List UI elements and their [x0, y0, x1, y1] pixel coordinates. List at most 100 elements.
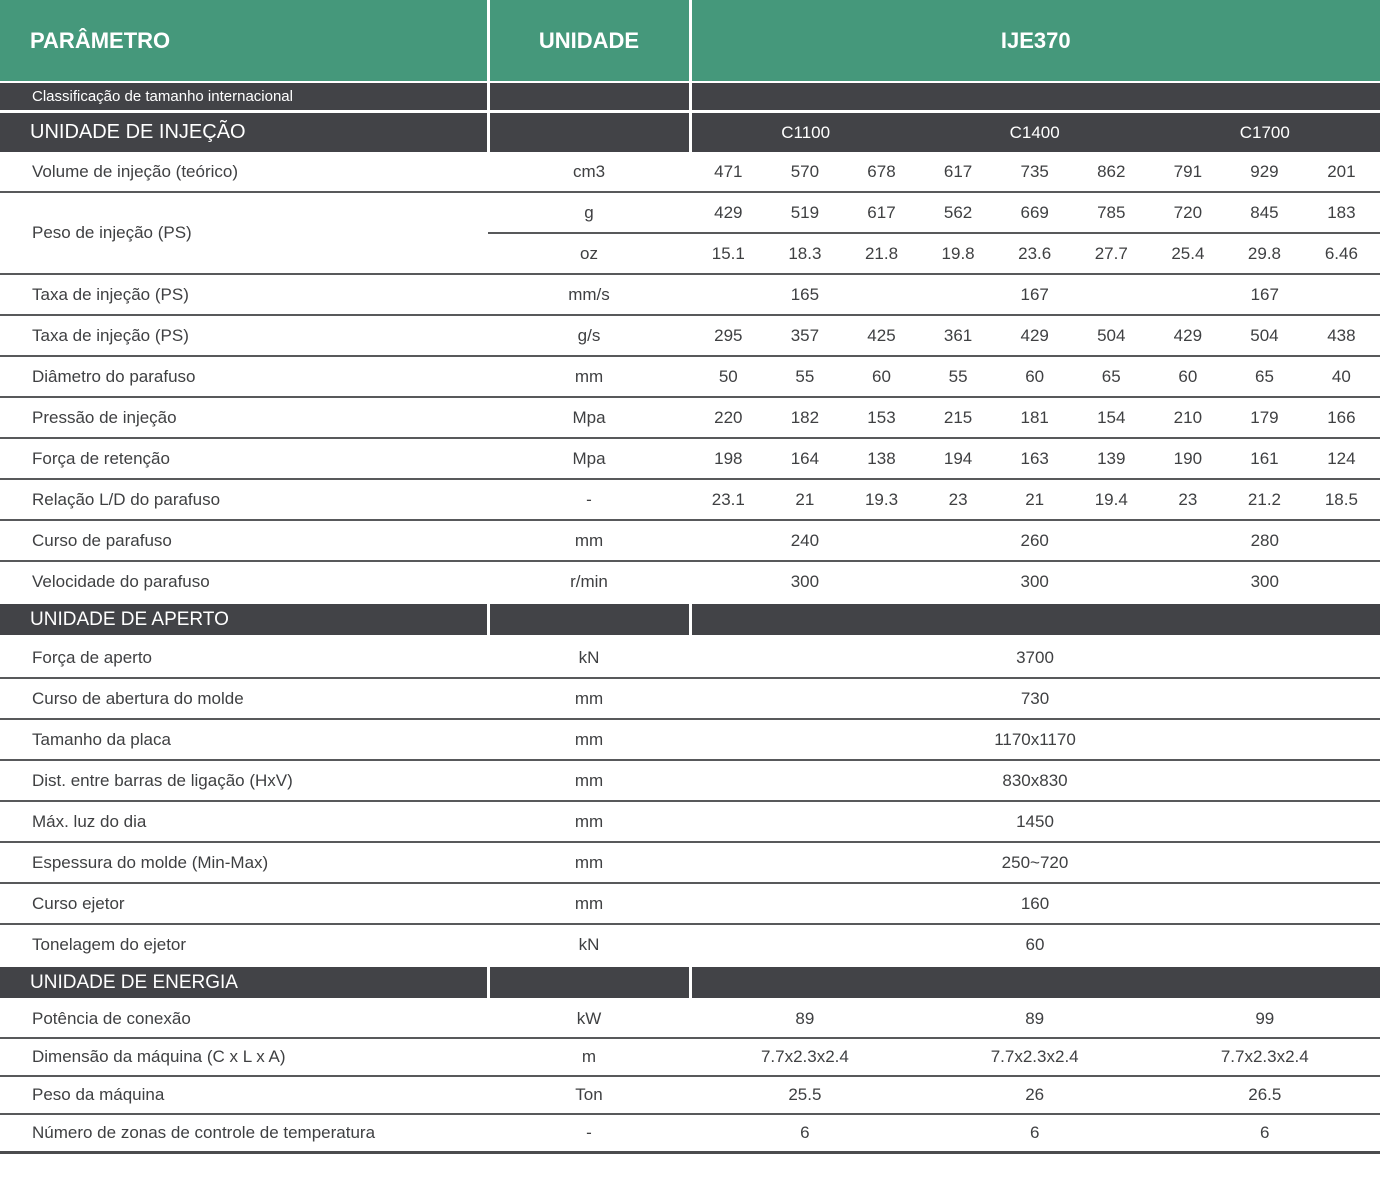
value-cell: 23 — [1149, 479, 1227, 521]
table-row: Força de aperto kN 3700 — [0, 636, 1380, 679]
table-row: Curso de parafuso mm 240 260 280 — [0, 520, 1380, 562]
value-cell: 138 — [843, 438, 920, 480]
value-cell: 570 — [766, 152, 844, 193]
value-cell: 21 — [996, 479, 1073, 521]
section-label: UNIDADE DE INJEÇÃO — [0, 111, 490, 152]
value-cell-group: 300 — [919, 561, 1150, 603]
unit-cell: mm — [488, 356, 690, 398]
value-cell: 18.5 — [1302, 479, 1380, 521]
value-cell: 438 — [1302, 315, 1380, 357]
value-cell: 471 — [690, 152, 767, 193]
section-values-cell — [690, 964, 1380, 1001]
value-cell: 21.2 — [1226, 479, 1303, 521]
spec-sheet: PARÂMETRO UNIDADE IJE370 Classificação d… — [0, 0, 1380, 1154]
table-row: Dist. entre barras de ligação (HxV) mm 830… — [0, 760, 1380, 802]
unit-cell: oz — [488, 233, 690, 275]
value-cell: 23 — [919, 479, 997, 521]
value-cell-full: 60 — [690, 924, 1380, 966]
unit-cell: mm — [488, 719, 690, 761]
value-cell-group: 167 — [919, 274, 1150, 316]
param-label: Dist. entre barras de ligação (HxV) — [0, 760, 488, 802]
unit-cell: g — [488, 192, 690, 234]
value-cell-group: 6 — [1149, 1114, 1380, 1154]
value-cell: 153 — [843, 397, 920, 439]
table-row: oz 15.1 18.3 21.8 19.8 23.6 27.7 25.4 29.8 6.46 — [0, 233, 1380, 275]
table-row: Máx. luz do dia mm 1450 — [0, 801, 1380, 843]
subheader-unit-cell — [488, 82, 692, 113]
value-cell: 161 — [1226, 438, 1303, 480]
value-cell-full: 1170x1170 — [690, 719, 1380, 761]
value-cell: 845 — [1226, 192, 1303, 234]
table-row: Relação L/D do parafuso -23.1 21 19.3 23 21 19… — [0, 479, 1380, 521]
param-label: Força de aperto — [0, 636, 488, 679]
param-label: Potência de conexão — [0, 999, 488, 1039]
spec-table: PARÂMETRO UNIDADE IJE370 Classificação d… — [0, 0, 1380, 1154]
subheader-values-cell — [690, 82, 1380, 113]
table-row: Espessura do molde (Min-Max) mm 250~720 — [0, 842, 1380, 884]
value-cell: 19.8 — [919, 233, 997, 275]
table-row: Peso de injeção (PS) g 429 519 617 562 669 785 7… — [0, 192, 1380, 275]
param-label: Tonelagem do ejetor — [0, 924, 488, 966]
param-label: Peso da máquina — [0, 1076, 488, 1115]
value-cell: 201 — [1302, 152, 1380, 193]
value-cell: 357 — [766, 315, 844, 357]
value-cell: 215 — [919, 397, 997, 439]
table-row: Tamanho da placa mm 1170x1170 — [0, 719, 1380, 761]
value-cell: 425 — [843, 315, 920, 357]
value-cell-group: 167 — [1149, 274, 1380, 316]
value-cell: 862 — [1072, 152, 1150, 193]
value-cell: 929 — [1226, 152, 1303, 193]
section-unit-cell — [488, 601, 692, 638]
table-row: Curso ejetor mm 160 — [0, 883, 1380, 925]
table-row: Potência de conexão kW 89 89 99 — [0, 999, 1380, 1039]
value-cell: 210 — [1149, 397, 1227, 439]
value-cell: 27.7 — [1072, 233, 1150, 275]
value-cell-group: 260 — [919, 520, 1150, 562]
value-cell: 21 — [766, 479, 844, 521]
value-cell-group: 240 — [690, 520, 920, 562]
value-cell: 50 — [690, 356, 767, 398]
value-cell: 60 — [996, 356, 1073, 398]
param-label: Curso de parafuso — [0, 520, 488, 562]
table-row: Pressão de injeção Mpa 220 182 153 215 181 154 2… — [0, 397, 1380, 439]
value-cell: 791 — [1149, 152, 1227, 193]
unit-cell: m — [488, 1038, 690, 1077]
value-cell-group: 99 — [1149, 999, 1380, 1039]
value-cell-group: 6 — [690, 1114, 920, 1154]
param-label: Diâmetro do parafuso — [0, 356, 488, 398]
header-unidade: UNIDADE — [488, 0, 692, 83]
value-cell: 519 — [766, 192, 844, 234]
value-cell-group: 89 — [690, 999, 920, 1039]
value-cell: 181 — [996, 397, 1073, 439]
group-column-label: C1100 — [690, 111, 920, 152]
value-cell: 60 — [1149, 356, 1227, 398]
group-header-row: UNIDADE DE INJEÇÃO C1100 C1400 C1700 — [0, 111, 1380, 152]
unit-cell: mm/s — [488, 274, 690, 316]
value-cell-group: 300 — [1149, 561, 1380, 603]
value-cell: 23.6 — [996, 233, 1073, 275]
value-cell: 429 — [690, 192, 767, 234]
value-cell: 15.1 — [690, 233, 767, 275]
param-label: Pressão de injeção — [0, 397, 488, 439]
subheader-label: Classificação de tamanho internacional — [0, 82, 490, 113]
value-cell: 25.4 — [1149, 233, 1227, 275]
table-row: Peso da máquina Ton 25.5 26 26.5 — [0, 1076, 1380, 1115]
param-label: Relação L/D do parafuso — [0, 479, 488, 521]
section-unit-cell — [488, 111, 692, 152]
value-cell: 220 — [690, 397, 767, 439]
unit-cell: - — [488, 479, 690, 521]
section-row: UNIDADE DE APERTO — [0, 601, 1380, 638]
section-label: UNIDADE DE ENERGIA — [0, 964, 490, 1001]
value-cell-group: 300 — [690, 561, 920, 603]
value-cell-full: 250~720 — [690, 842, 1380, 884]
unit-cell: cm3 — [488, 152, 690, 193]
unit-cell: g/s — [488, 315, 690, 357]
unit-cell: Mpa — [488, 397, 690, 439]
unit-cell: mm — [488, 883, 690, 925]
value-cell: 164 — [766, 438, 844, 480]
value-cell: 6.46 — [1302, 233, 1380, 275]
header-model: IJE370 — [690, 0, 1380, 83]
table-row: Força de retenção Mpa 198 164 138 194 163 139 19… — [0, 438, 1380, 480]
section-row: UNIDADE DE ENERGIA — [0, 964, 1380, 1001]
value-cell: 29.8 — [1226, 233, 1303, 275]
